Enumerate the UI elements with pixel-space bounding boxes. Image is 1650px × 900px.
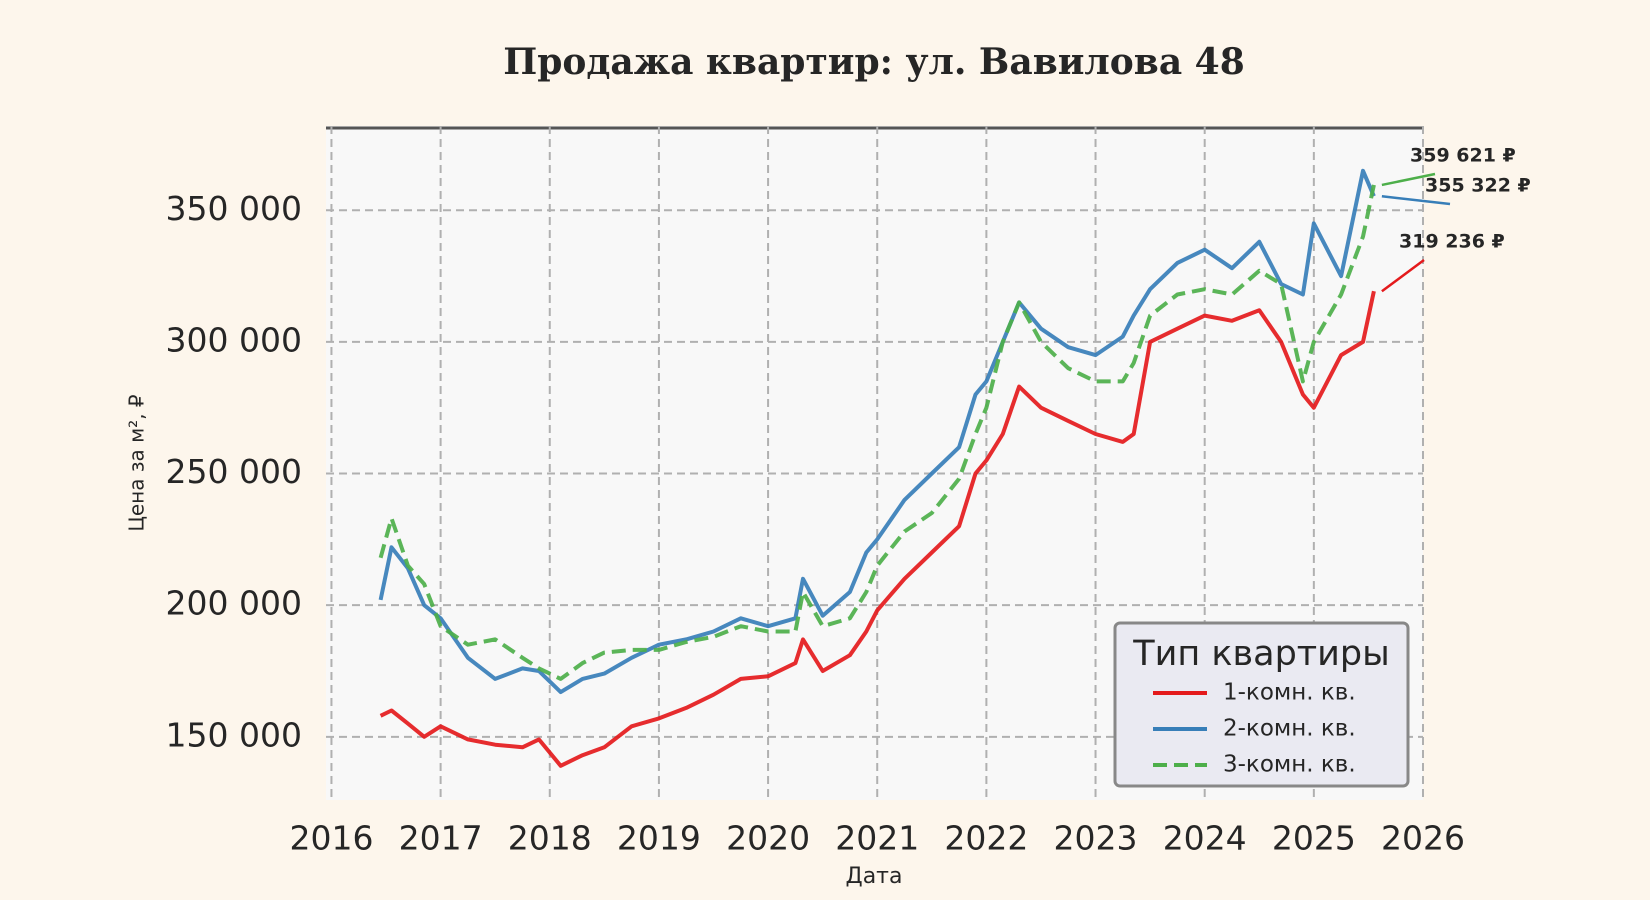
x-tick-label: 2023 bbox=[1054, 819, 1138, 858]
x-tick-label: 2020 bbox=[726, 819, 810, 858]
series-line bbox=[378, 184, 1376, 681]
end-label: 319 236 ₽ bbox=[1399, 231, 1505, 253]
legend-label: 3-комн. кв. bbox=[1223, 752, 1356, 778]
chart-title: Продажа квартир: ул. Вавилова 48 bbox=[503, 41, 1245, 83]
x-tick-label: 2021 bbox=[835, 819, 919, 858]
x-axis-label: Дата bbox=[846, 864, 903, 889]
y-tick-label: 350 000 bbox=[166, 189, 302, 228]
legend-label: 2-комн. кв. bbox=[1223, 716, 1356, 742]
y-tick-label: 300 000 bbox=[166, 320, 302, 359]
annotation-arrow bbox=[1381, 258, 1425, 293]
x-tick-label: 2026 bbox=[1381, 819, 1465, 858]
x-tick-label: 2022 bbox=[944, 819, 1028, 858]
end-label: 355 322 ₽ bbox=[1425, 175, 1531, 197]
series-line bbox=[378, 168, 1376, 695]
annotation-arrow bbox=[1381, 194, 1451, 206]
x-tick-label: 2025 bbox=[1272, 819, 1356, 858]
x-tick-label: 2018 bbox=[508, 819, 592, 858]
legend-label: 1-комн. кв. bbox=[1223, 680, 1356, 706]
x-tick-label: 2016 bbox=[289, 819, 373, 858]
legend-box bbox=[1113, 621, 1410, 788]
series-line bbox=[379, 290, 1376, 768]
legend-title: Тип квартиры bbox=[1132, 634, 1390, 674]
x-tick-label: 2019 bbox=[617, 819, 701, 858]
end-label: 359 621 ₽ bbox=[1410, 145, 1516, 167]
y-tick-label: 250 000 bbox=[166, 452, 302, 491]
y-tick-label: 200 000 bbox=[166, 584, 302, 623]
x-tick-label: 2017 bbox=[399, 819, 483, 858]
annotation-arrow bbox=[1381, 172, 1436, 187]
y-tick-label: 150 000 bbox=[166, 715, 302, 754]
x-tick-label: 2024 bbox=[1163, 819, 1247, 858]
y-axis-label: Цена за м², ₽ bbox=[125, 394, 149, 532]
